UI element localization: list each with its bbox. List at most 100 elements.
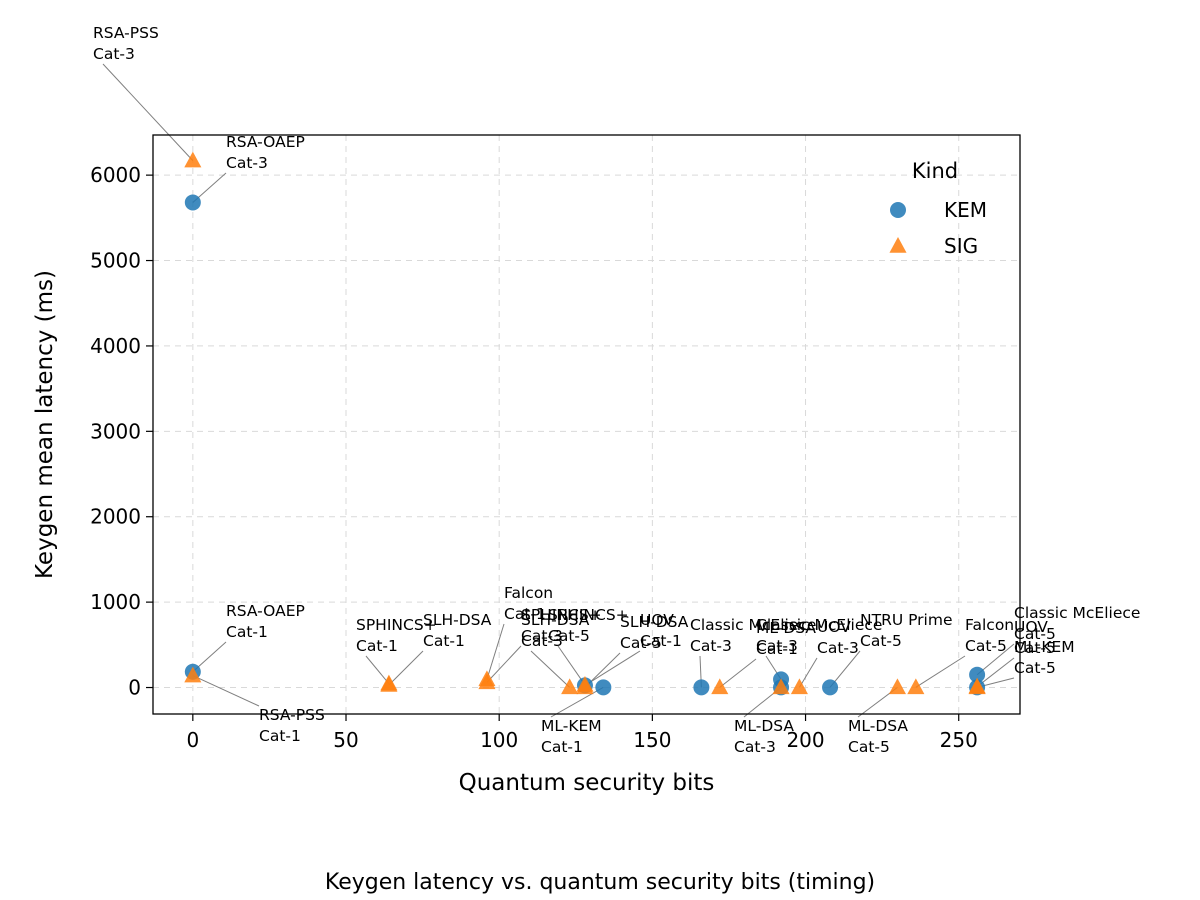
annotation-label: SPHINCS+ Cat-3	[521, 606, 602, 645]
annotation-label: SLH-DSA Cat-3	[521, 611, 590, 650]
annotation-line: Cat-3	[521, 627, 563, 645]
annotation-label: ML-KEM Cat-5	[1014, 638, 1075, 677]
sig-point	[968, 678, 986, 695]
annotation-line: SLH-DSA	[423, 611, 492, 629]
annotation-leader	[486, 623, 505, 680]
x-tick-label: 0	[186, 728, 199, 752]
annotation-leader	[388, 650, 424, 686]
annotation-label: UOV Cat-3	[817, 618, 859, 657]
legend-marker-sig	[889, 237, 907, 253]
sig-point	[711, 678, 729, 695]
annotation-label: NTRU Prime Cat-5	[860, 611, 953, 650]
annotation-leader	[486, 645, 522, 683]
sig-point	[790, 678, 808, 695]
annotation-line: ML-DSA	[756, 619, 816, 637]
x-tick-label: 250	[940, 728, 978, 752]
annotation-line: UOV	[1014, 618, 1048, 636]
sig-point	[380, 675, 398, 692]
sig-point	[888, 678, 907, 695]
annotation-leader	[365, 655, 390, 685]
annotation-line: Cat-1	[356, 637, 398, 655]
annotation-line: Cat-3	[521, 632, 563, 650]
legend-label-kem: KEM	[944, 198, 987, 222]
sig-point	[478, 673, 496, 690]
annotation-line: Cat-5	[860, 632, 902, 650]
y-tick-label: 0	[128, 676, 141, 700]
annotation-line: Falcon	[965, 616, 1014, 634]
annotation-label: Classic McEliece Cat-3	[756, 616, 882, 655]
annotation-line: Cat-3	[734, 738, 776, 756]
annotation-label: UOV Cat-5	[1014, 618, 1056, 657]
annotation-line: ML-DSA	[734, 717, 794, 735]
annotation-leader	[102, 63, 194, 161]
annotation-line: Cat-1	[640, 632, 682, 650]
annotation-line: Classic McEliece	[1014, 604, 1140, 622]
annotation-line: UOV	[817, 618, 851, 636]
annotation-line: RSA-PSS	[259, 706, 325, 724]
annotation-line: Cat-3	[756, 637, 798, 655]
annotation-label: RSA-OAEP Cat-3	[226, 133, 305, 172]
annotation-label: ML-DSA Cat-3	[734, 717, 794, 756]
annotation-line: NTRU Prime	[860, 611, 953, 629]
annotation-line: Cat-1	[541, 738, 583, 756]
annotation-label: ML-DSA Cat-1	[756, 619, 816, 658]
annotation-line: RSA-OAEP	[226, 133, 305, 151]
y-axis-label: Keygen mean latency (ms)	[32, 270, 58, 579]
annotation-line: SPHINCS+	[548, 606, 629, 624]
annotation-line: Cat-5	[620, 634, 662, 652]
annotation-leader	[192, 675, 260, 707]
sig-point	[184, 151, 202, 168]
annotation-line: Cat-3	[817, 639, 859, 657]
kem-point	[822, 679, 839, 696]
annotation-line: Classic McEliece	[690, 616, 816, 634]
annotation-line: Cat-5	[848, 738, 890, 756]
plot-frame	[152, 134, 1021, 715]
annotation-leader	[557, 645, 586, 686]
annotation-line: SLH-DSA	[521, 611, 590, 629]
annotation-line: Cat-1	[226, 623, 268, 641]
annotation-label: RSA-OAEP Cat-1	[226, 602, 305, 641]
y-tick-label: 4000	[90, 334, 141, 358]
sig-point	[576, 678, 594, 695]
annotation-line: Cat-5	[965, 637, 1007, 655]
annotation-line: SPHINCS+	[521, 606, 602, 624]
annotation-line: ML-DSA	[848, 717, 908, 735]
annotation-line: ML-KEM	[1014, 638, 1075, 656]
sig-point	[772, 678, 790, 695]
annotation-line: Cat-3	[226, 154, 268, 172]
annotation-line: RSA-OAEP	[226, 602, 305, 620]
annotation-leader	[550, 686, 604, 718]
annotation-line: SPHINCS+	[356, 616, 437, 634]
annotation-label: Falcon Cat-5	[965, 616, 1014, 655]
x-axis-label: Quantum security bits	[459, 770, 715, 796]
annotation-line: Cat-1	[259, 727, 301, 745]
sig-point	[184, 666, 202, 683]
annotation-line: UOV	[640, 611, 674, 629]
legend-title: Kind	[912, 159, 958, 183]
annotation-label: ML-DSA Cat-5	[848, 717, 908, 756]
annotation-label: SLH-DSA Cat-5	[620, 613, 689, 652]
x-tick-label: 200	[786, 728, 824, 752]
series-sig	[184, 151, 986, 695]
annotation-label: ML-KEM Cat-1	[541, 717, 602, 756]
kem-point	[184, 194, 201, 211]
annotation-line: Cat-5	[1014, 639, 1056, 657]
legend-marker-kem	[890, 202, 906, 218]
annotation-label: SPHINCS+ Cat-5	[548, 606, 629, 645]
annotation-leader	[915, 655, 966, 688]
y-tick-label: 6000	[90, 163, 141, 187]
annotation-line: Cat-3	[690, 637, 732, 655]
annotation-line: Cat-5	[1014, 625, 1056, 643]
annotation-label: Classic McEliece Cat-3	[690, 616, 816, 655]
annotation-line: Cat-3	[93, 45, 135, 63]
sig-point	[561, 678, 579, 695]
kem-point	[969, 666, 986, 683]
x-tick-label: 150	[633, 728, 671, 752]
annotation-label: RSA-PSS Cat-1	[259, 706, 325, 745]
annotation-label: Falcon Cat-1	[504, 584, 553, 623]
x-tick-label: 50	[333, 728, 358, 752]
annotation-leader	[976, 643, 1015, 676]
